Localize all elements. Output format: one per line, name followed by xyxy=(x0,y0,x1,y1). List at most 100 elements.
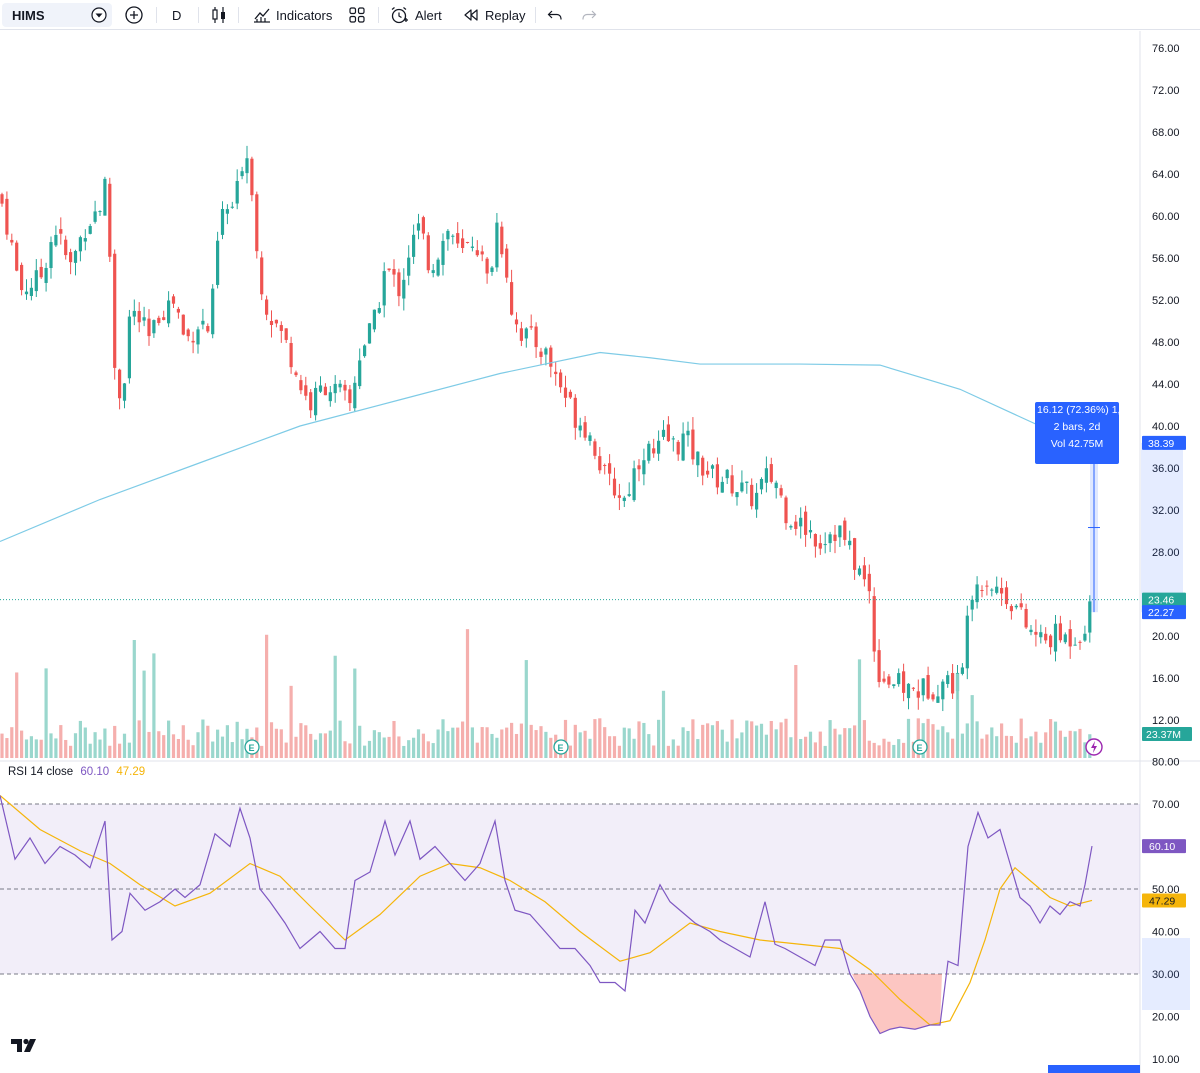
volume-bar xyxy=(412,737,416,758)
volume-bar xyxy=(529,724,533,758)
interval-button[interactable]: D xyxy=(172,4,181,26)
volume-bar xyxy=(941,726,945,758)
price-tick-label: 32.00 xyxy=(1152,505,1180,517)
candle-body xyxy=(637,465,641,470)
price-tick-label: 76.00 xyxy=(1152,43,1180,55)
candle-body xyxy=(1088,601,1092,633)
candle-body xyxy=(730,475,734,494)
volume-bar xyxy=(49,733,53,758)
volume-bar xyxy=(456,727,460,758)
volume-bar xyxy=(676,745,680,758)
candle-body xyxy=(279,325,283,331)
volume-bar xyxy=(113,725,117,758)
rsi-legend[interactable]: RSI 14 close 60.10 47.29 xyxy=(8,766,145,778)
volume-bar xyxy=(372,730,376,758)
price-tick-label: 36.00 xyxy=(1152,463,1180,475)
rsi-tick-label: 80.00 xyxy=(1152,757,1180,769)
volume-bar xyxy=(461,721,465,758)
price-tick-label: 16.00 xyxy=(1152,673,1180,685)
rsi-axis-label: 60.10 xyxy=(1149,841,1175,853)
candle-body xyxy=(666,424,670,442)
candle-body xyxy=(657,440,661,454)
indicators-button[interactable]: Indicators xyxy=(252,4,332,26)
candles-chart-type-icon[interactable] xyxy=(210,4,228,26)
volume-bar xyxy=(627,728,631,758)
tradingview-logo-icon[interactable] xyxy=(10,1036,40,1056)
volume-bar xyxy=(118,743,122,758)
volume-bar xyxy=(1039,742,1043,758)
earnings-marker-letter: E xyxy=(249,743,255,753)
volume-bar xyxy=(431,743,435,758)
volume-bar xyxy=(980,738,984,758)
volume-bar xyxy=(1068,730,1072,758)
volume-bar xyxy=(1034,731,1038,758)
candle-body xyxy=(132,310,136,317)
candle-body xyxy=(926,675,930,699)
price-tick-label: 72.00 xyxy=(1152,85,1180,97)
volume-bar xyxy=(774,729,778,758)
volume-bar xyxy=(211,741,215,758)
symbol-search[interactable]: HIMS xyxy=(2,3,112,27)
compare-add-icon[interactable] xyxy=(124,4,144,26)
volume-bar xyxy=(838,734,842,758)
volume-bar xyxy=(617,745,621,758)
volume-bar xyxy=(808,731,813,758)
candle-body xyxy=(1019,603,1023,608)
volume-bar xyxy=(108,745,112,758)
chart-area[interactable]: 76.00 72.00 68.00 64.00 60.00 56.00 52.00 48.00… xyxy=(0,31,1200,1073)
candle-body xyxy=(44,267,48,283)
alarm-clock-icon xyxy=(391,7,408,24)
candle-body xyxy=(789,526,793,528)
undo-icon[interactable] xyxy=(546,4,564,26)
volume-bar xyxy=(1078,728,1082,758)
layouts-grid-icon[interactable] xyxy=(348,4,366,26)
redo-icon[interactable] xyxy=(580,4,598,26)
volume-bar xyxy=(960,733,964,758)
symbol-dropdown-icon[interactable] xyxy=(90,6,108,24)
volume-bar xyxy=(867,740,871,758)
candle-body xyxy=(431,270,435,274)
candle-body xyxy=(260,257,264,295)
candle-body xyxy=(706,470,710,475)
toolbar-divider xyxy=(378,7,379,23)
indicators-icon xyxy=(254,8,270,23)
measure-top-label-bg xyxy=(1142,435,1186,450)
candle-body xyxy=(309,392,313,411)
candle-body xyxy=(78,237,82,252)
volume-bar xyxy=(304,725,308,758)
candle-body xyxy=(421,217,425,234)
volume-bar xyxy=(1000,723,1004,758)
alert-button[interactable]: Alert xyxy=(389,4,442,26)
volume-bar xyxy=(750,721,754,758)
candle-body xyxy=(740,482,744,492)
volume-bar xyxy=(279,729,283,758)
candle-body xyxy=(563,387,568,398)
rsi-axis-highlight xyxy=(1142,938,1190,1010)
rsi-tick-label: 40.00 xyxy=(1152,927,1180,939)
replay-button[interactable]: Replay xyxy=(462,4,525,26)
candle-body xyxy=(784,497,788,524)
candle-body xyxy=(808,530,813,533)
volume-bar xyxy=(265,634,269,758)
candle-body xyxy=(255,194,259,252)
candle-body xyxy=(1009,606,1013,612)
candle-body xyxy=(960,667,964,674)
symbol-label: HIMS xyxy=(12,7,45,23)
candle-body xyxy=(118,369,122,399)
candle-body xyxy=(975,584,979,603)
rsi-oversold-fill xyxy=(852,974,942,1034)
candle-body xyxy=(1073,644,1077,646)
volume-bar xyxy=(510,722,514,758)
measure-info-box: 16.12 (72.36%) 1,612 2 bars, 2d Vol 42.7… xyxy=(1035,402,1119,464)
indicators-label: Indicators xyxy=(276,7,333,23)
candle-body xyxy=(872,596,876,652)
candle-body xyxy=(750,484,754,507)
price-chart-canvas[interactable]: 76.00 72.00 68.00 64.00 60.00 56.00 52.00 48.00… xyxy=(0,31,1200,1073)
candle-body xyxy=(402,279,406,299)
volume-bar xyxy=(1009,736,1013,758)
volume-bar xyxy=(701,724,705,758)
candle-body xyxy=(833,534,837,541)
volume-bar xyxy=(495,737,499,758)
candle-body xyxy=(862,565,866,580)
volume-bar xyxy=(799,739,803,758)
